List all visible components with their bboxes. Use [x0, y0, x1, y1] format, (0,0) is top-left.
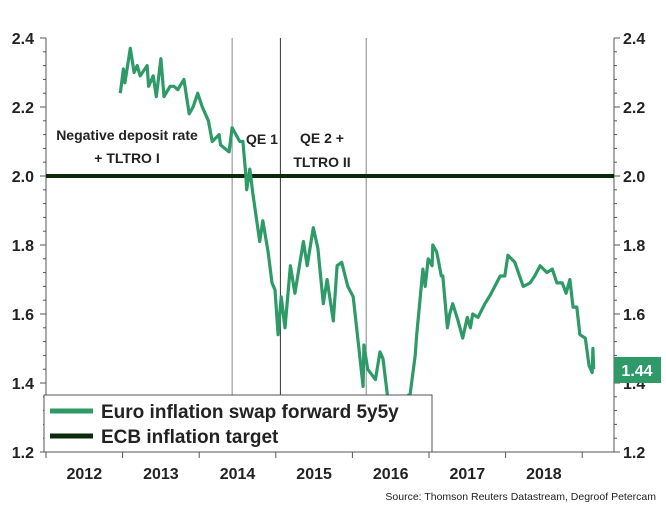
last-value-label: 1.44: [621, 363, 652, 380]
y-tick-label-right: 1.6: [623, 307, 645, 324]
last-value-badge: 1.44: [614, 357, 661, 383]
event-lines: [231, 38, 367, 452]
x-tick-label: 2017: [450, 466, 486, 483]
y-tick-label-right: 2.2: [623, 100, 645, 117]
annotation-qe2-line1: QE 2 +: [300, 130, 344, 146]
axes: 1.2 1.21.4 1.41.6 1.61.8 1.82.0 2.02.2 2.22.4 2…: [12, 31, 646, 483]
x-tick-label: 2018: [526, 466, 562, 483]
legend: Euro inflation swap forward 5y5y ECB inf…: [43, 394, 433, 453]
y-tick-label-left: 2.4: [12, 31, 34, 48]
annotation-negative-rate-line2: + TLTRO I: [94, 150, 159, 166]
euro-inflation-swap-line: [118, 46, 596, 426]
y-tick-label-left: 2.2: [12, 100, 34, 117]
x-tick-label: 2016: [373, 466, 409, 483]
x-tick-label: 2013: [143, 466, 179, 483]
y-tick-label-left: 1.4: [12, 376, 34, 393]
source-note: Source: Thomson Reuters Datastream, Degr…: [385, 491, 656, 503]
y-tick-label-right: 2.4: [623, 31, 645, 48]
y-tick-label-left: 1.8: [12, 238, 34, 255]
x-tick-label: 2012: [67, 466, 103, 483]
annotations: Negative deposit rate + TLTRO I QE 1 QE …: [56, 127, 350, 170]
y-tick-label-left: 1.2: [12, 445, 34, 462]
y-tick-label-left: 2.0: [12, 169, 34, 186]
annotation-qe2-line2: TLTRO II: [293, 154, 350, 170]
x-tick-label: 2014: [220, 466, 256, 483]
legend-label-swap: Euro inflation swap forward 5y5y: [101, 402, 399, 423]
y-tick-label-right: 2.0: [623, 169, 645, 186]
y-tick-label-left: 1.6: [12, 307, 34, 324]
annotation-negative-rate-line1: Negative deposit rate: [56, 127, 198, 143]
y-tick-label-right: 1.8: [623, 238, 645, 255]
x-tick-label: 2015: [296, 466, 332, 483]
legend-label-target: ECB inflation target: [101, 427, 279, 448]
y-tick-label-right: 1.2: [623, 445, 645, 462]
annotation-qe1: QE 1: [246, 131, 278, 147]
